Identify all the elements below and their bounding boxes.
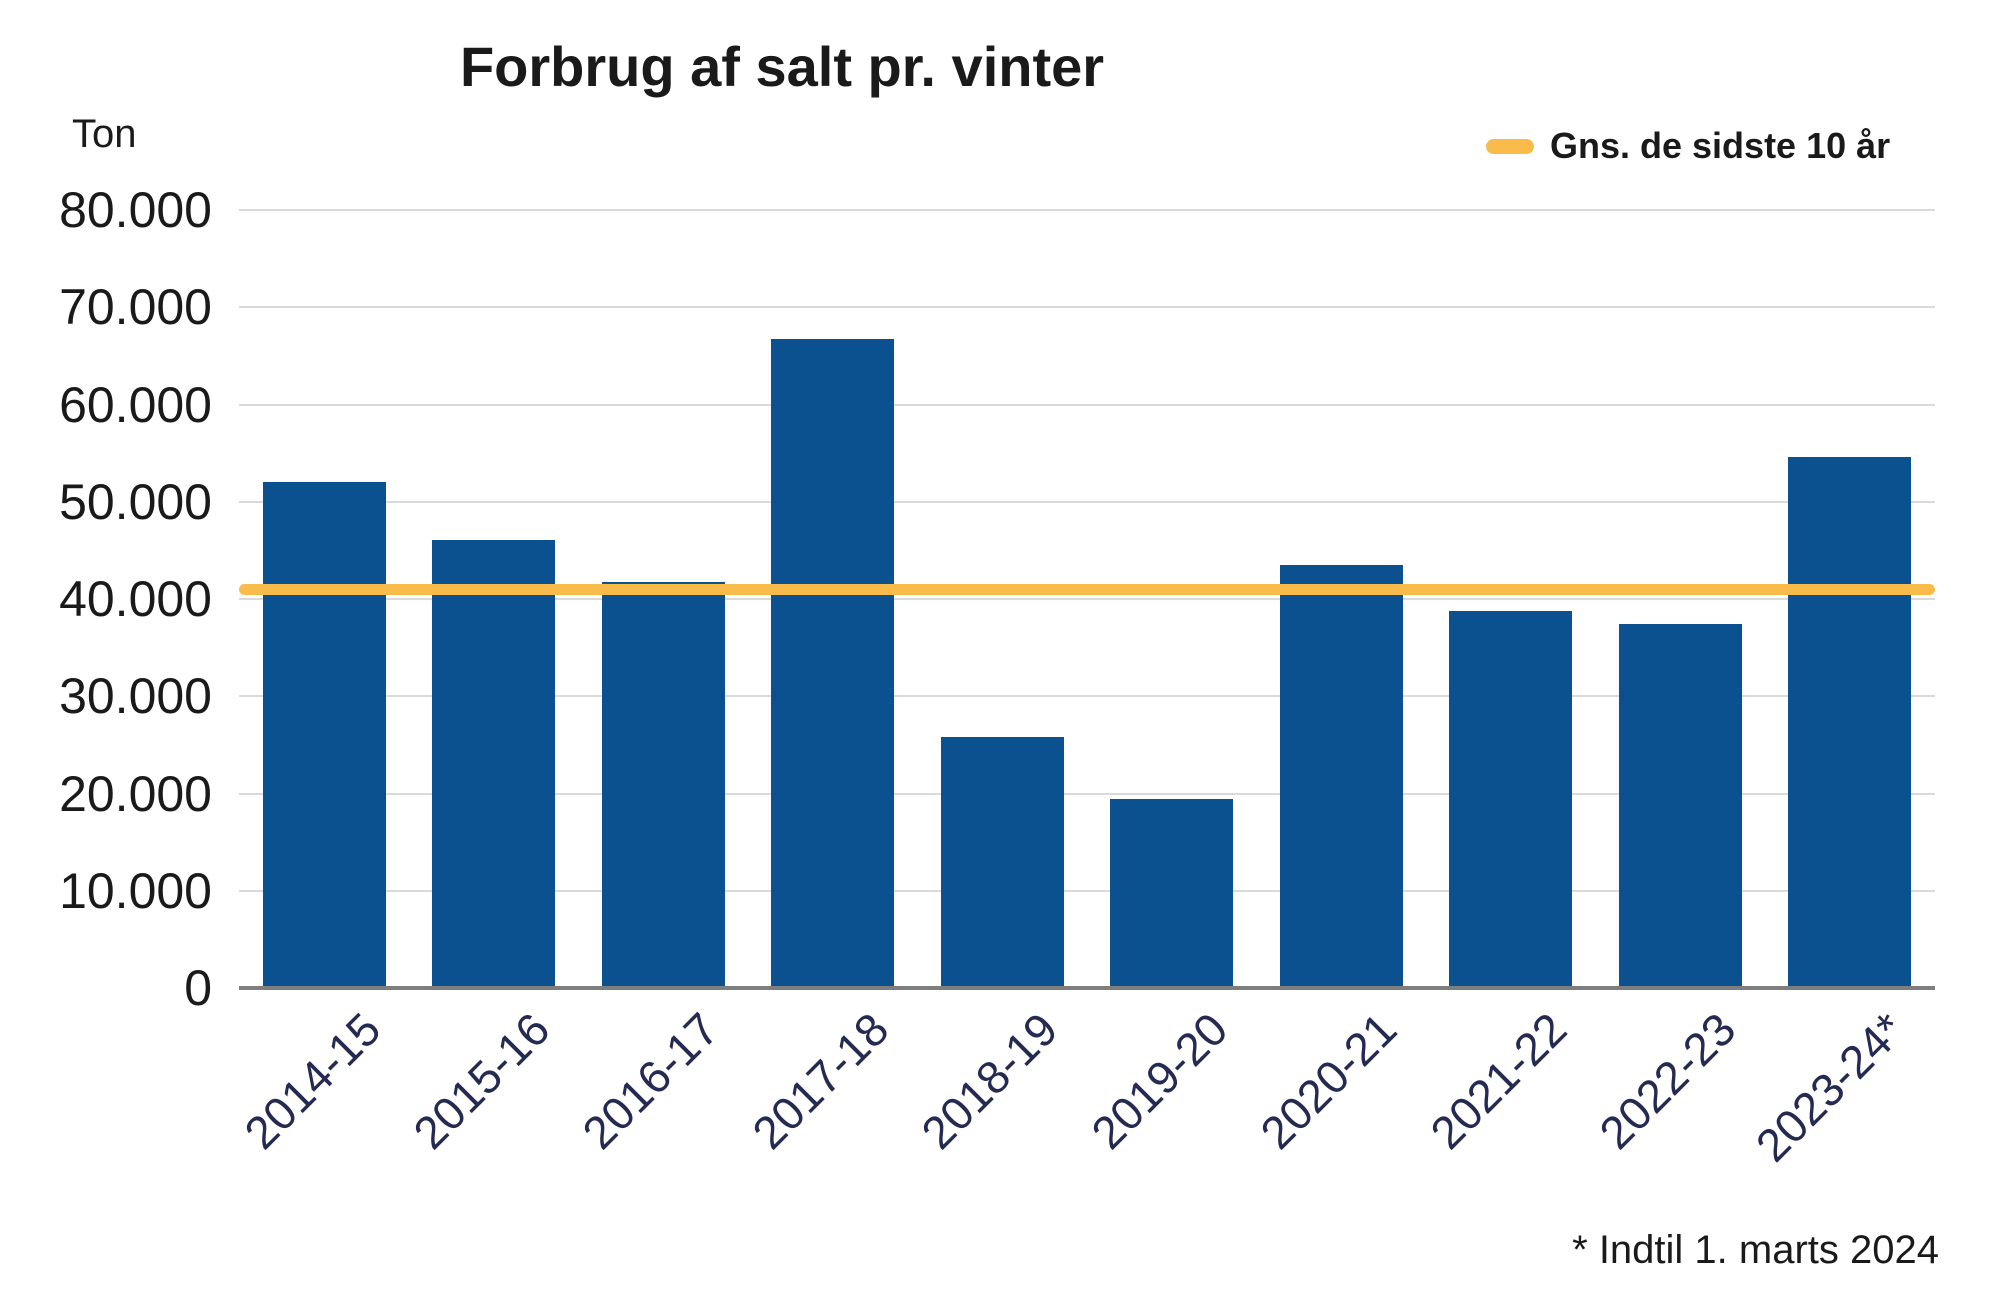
y-tick-label: 10.000: [59, 862, 212, 919]
bar-2015-16: [432, 539, 556, 988]
y-tick-label: 60.000: [59, 376, 212, 433]
gridline-70000: [239, 306, 1935, 309]
gridline-60000: [239, 403, 1935, 406]
legend: Gns. de sidste 10 år: [1486, 122, 1890, 170]
y-axis-unit-label: Ton: [72, 112, 137, 156]
gridline-50000: [239, 500, 1935, 503]
x-tick-label: 2020-21: [1250, 1002, 1407, 1159]
gridline-40000: [239, 598, 1935, 600]
y-tick-label: 30.000: [59, 668, 212, 725]
bar-2019-20: [1110, 799, 1234, 988]
x-tick-label: 2018-19: [911, 1002, 1068, 1159]
x-tick-label: 2015-16: [403, 1002, 560, 1159]
bar-2018-19: [940, 737, 1064, 988]
y-tick-label: 20.000: [59, 765, 212, 822]
y-tick-label: 70.000: [59, 279, 212, 336]
y-tick-label: 0: [184, 960, 212, 1016]
average-line-legend-swatch-icon: [1486, 138, 1534, 154]
gridline-20000: [239, 792, 1935, 795]
chart-title: Forbrug af salt pr. vinter: [459, 35, 1105, 98]
gridline-30000: [239, 695, 1935, 698]
x-tick-label: 2016-17: [572, 1002, 729, 1159]
x-tick-label: 2021-22: [1419, 1002, 1577, 1159]
y-tick-label: 40.000: [59, 571, 212, 627]
bar-2021-22: [1449, 610, 1573, 988]
bar-2023-24*: [1787, 457, 1911, 988]
average-line: [239, 583, 1935, 595]
bar-2020-21: [1279, 564, 1403, 988]
gridline-80000: [239, 209, 1935, 211]
gridline-10000: [239, 889, 1935, 892]
x-tick-label: 2014-15: [233, 1002, 390, 1159]
bar-2014-15: [263, 482, 386, 988]
y-tick-label: 80.000: [59, 182, 212, 238]
bar-2022-23: [1618, 624, 1742, 988]
x-tick-label: 2017-18: [742, 1002, 899, 1159]
legend-label: Gns. de sidste 10 år: [1550, 125, 1891, 166]
footnote: * Indtil 1. marts 2024: [1572, 1228, 1939, 1272]
y-tick-label: 50.000: [59, 473, 212, 530]
bar-2016-17: [601, 582, 725, 988]
x-axis-baseline: [239, 986, 1935, 990]
bar-2017-18: [771, 339, 895, 988]
x-tick-label: 2019-20: [1081, 1002, 1238, 1159]
